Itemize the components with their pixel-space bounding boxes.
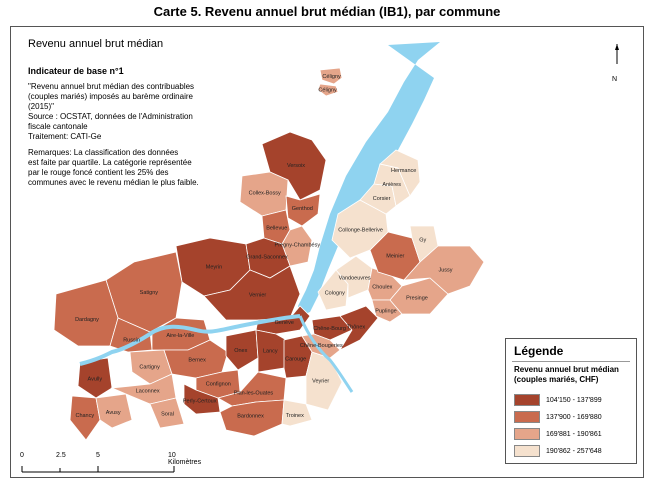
legend-item-class-3: 169'881 - 190'861 xyxy=(514,427,602,441)
river-arve xyxy=(298,315,354,393)
commune-label: Chêne-Bougeries xyxy=(300,343,343,349)
commune-label: Versoix xyxy=(287,163,305,169)
commune-label: Meinier xyxy=(386,254,404,260)
legend: Légende Revenu annuel brut médian (coupl… xyxy=(505,338,637,464)
commune-thonex xyxy=(338,305,379,351)
commune-label: Onex xyxy=(234,348,247,354)
commune-label: Hermance xyxy=(391,168,416,174)
commune-label: Plan-les-Ouates xyxy=(234,391,274,397)
commune-label: Choulex xyxy=(372,284,392,290)
legend-item-label: 104'150 - 137'899 xyxy=(546,396,602,404)
north-arrow-icon xyxy=(615,44,619,64)
legend-swatch xyxy=(514,411,540,423)
commune-label: Cologny xyxy=(325,290,345,296)
commune-label: Vandoeuvres xyxy=(339,276,371,282)
legend-item-label: 169'881 - 190'861 xyxy=(546,430,602,438)
commune-label: Bardonnex xyxy=(237,414,264,420)
commune-label: Carouge xyxy=(285,356,306,362)
commune-onex xyxy=(225,329,259,371)
commune-label: Avusy xyxy=(106,410,121,416)
commune-chancy xyxy=(69,395,101,441)
commune-vernier xyxy=(203,265,301,321)
commune-label: Pregny-Chambésy xyxy=(275,243,321,249)
commune-label: Satigny xyxy=(140,290,159,296)
commune-label: Jussy xyxy=(438,267,452,273)
indicator-label: Indicateur de base n°1 xyxy=(28,66,124,76)
legend-item-class-1: 104'150 - 137'899 xyxy=(514,393,602,407)
commune-label: Lancy xyxy=(263,349,278,355)
lake-geneva xyxy=(298,42,440,316)
north-arrow: N xyxy=(612,42,622,83)
commune-label: Avully xyxy=(88,376,103,382)
page-heading: Carte 5. Revenu annuel brut médian (IB1)… xyxy=(153,4,501,19)
commune-label: Bellevue xyxy=(266,226,287,232)
legend-swatch xyxy=(514,445,540,457)
scale-tick-1: 2.5 xyxy=(56,452,66,459)
commune-label: Cartigny xyxy=(139,364,160,370)
legend-item-class-2: 137'900 - 169'880 xyxy=(514,410,602,424)
commune-label: Perly-Certoux xyxy=(183,398,217,404)
description-text: "Revenu annuel brut médian des contribua… xyxy=(28,82,195,141)
commune-label: Puplinge xyxy=(375,308,396,314)
commune-soral xyxy=(149,397,185,429)
legend-title: Légende xyxy=(514,344,564,358)
commune-label: Vernier xyxy=(249,293,267,299)
legend-swatch xyxy=(514,428,540,440)
commune-label: Laconnex xyxy=(136,388,160,394)
commune-label: Anières xyxy=(382,182,401,188)
legend-swatch xyxy=(514,394,540,406)
river-rhone xyxy=(79,314,301,366)
legend-subtitle: Revenu annuel brut médian (couples marié… xyxy=(514,365,619,384)
commune-avusy xyxy=(95,393,133,429)
legend-divider xyxy=(512,361,630,362)
commune-troinex xyxy=(281,399,313,427)
commune-label: Chêne-Bourg xyxy=(313,326,346,332)
commune-label: Presinge xyxy=(406,296,428,302)
commune-label: Dardagny xyxy=(75,317,99,323)
commune-label: Corsier xyxy=(373,196,391,202)
commune-avully xyxy=(77,357,113,399)
commune-label: Gy xyxy=(419,238,426,244)
commune-bernex xyxy=(163,339,229,379)
remarks-text: Remarques: La classification des données… xyxy=(28,148,199,187)
scale-tick-3: 10 Kilomètres xyxy=(168,452,202,466)
legend-item-label: 137'900 - 169'880 xyxy=(546,413,602,421)
commune-label: Thônex xyxy=(347,325,366,331)
commune-label: Chancy xyxy=(75,413,94,419)
commune-label: Veyrier xyxy=(312,378,329,384)
commune-label: Collonge-Bellerive xyxy=(338,228,383,234)
commune-label: Confignon xyxy=(206,381,231,387)
commune-label: Genève xyxy=(275,320,294,326)
map-title: Revenu annuel brut médian xyxy=(28,38,164,50)
legend-item-class-4: 190'862 - 257'648 xyxy=(514,444,602,458)
commune-russin xyxy=(109,317,153,353)
commune-label: Céligny xyxy=(318,88,337,94)
commune-label: Collex-Bossy xyxy=(249,191,281,197)
commune-label: Genthod xyxy=(292,206,313,212)
info-panel: Indicateur de base n°1 "Revenu annuel br… xyxy=(28,66,228,194)
scale-tick-0: 0 xyxy=(20,452,24,459)
commune-jussy xyxy=(403,245,485,295)
commune-dardagny xyxy=(53,279,119,347)
commune-cologny xyxy=(317,269,349,311)
scale-tick-2: 5 xyxy=(96,452,100,459)
commune-label: Céligny xyxy=(322,74,341,80)
commune-label: Grand-Saconnex xyxy=(246,255,288,261)
commune-hermance xyxy=(379,149,421,197)
legend-item-label: 190'862 - 257'648 xyxy=(546,447,602,455)
commune-label: Bernex xyxy=(188,357,206,363)
commune-label: Troinex xyxy=(286,413,304,419)
commune-label: Soral xyxy=(161,412,174,418)
commune-celigny xyxy=(319,67,343,85)
scale-bar-graphic xyxy=(21,466,175,473)
commune-label: Meyrin xyxy=(206,265,223,271)
commune-chene-bourg xyxy=(311,315,353,341)
north-label: N xyxy=(612,76,618,83)
commune-label: Russin xyxy=(123,338,140,344)
commune-label: Aire-la-Ville xyxy=(166,333,194,339)
commune-celigny xyxy=(317,83,339,97)
